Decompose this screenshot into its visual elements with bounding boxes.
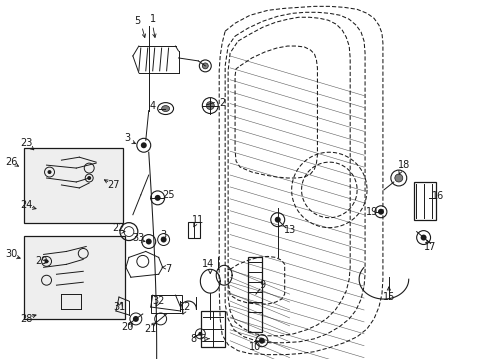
Text: 19: 19 bbox=[365, 207, 377, 217]
Text: 13: 13 bbox=[283, 225, 295, 235]
Text: 11: 11 bbox=[192, 215, 204, 225]
Circle shape bbox=[198, 332, 202, 336]
Bar bbox=[24, 148, 122, 223]
Text: 3: 3 bbox=[123, 133, 130, 143]
Text: 15: 15 bbox=[382, 292, 394, 302]
Text: 4: 4 bbox=[149, 100, 156, 111]
Text: 22: 22 bbox=[113, 222, 125, 233]
Text: 5: 5 bbox=[133, 16, 140, 26]
Circle shape bbox=[420, 235, 426, 240]
Text: 6: 6 bbox=[199, 334, 205, 344]
Circle shape bbox=[141, 142, 146, 148]
Text: 25: 25 bbox=[162, 190, 175, 200]
Text: 16: 16 bbox=[431, 191, 444, 201]
Text: 32: 32 bbox=[152, 296, 164, 306]
Text: 10: 10 bbox=[248, 342, 261, 352]
Text: 9: 9 bbox=[259, 280, 265, 290]
Circle shape bbox=[87, 176, 91, 180]
Ellipse shape bbox=[162, 105, 169, 112]
Text: 29: 29 bbox=[35, 256, 48, 266]
Text: 21: 21 bbox=[144, 324, 157, 334]
Bar bbox=[188, 222, 200, 238]
Text: 27: 27 bbox=[106, 180, 119, 190]
Text: 20: 20 bbox=[122, 322, 134, 332]
Text: 18: 18 bbox=[397, 160, 409, 170]
Text: 28: 28 bbox=[20, 314, 33, 324]
Text: 23: 23 bbox=[20, 138, 33, 148]
Bar bbox=[201, 311, 224, 347]
Circle shape bbox=[206, 102, 214, 109]
Text: 14: 14 bbox=[202, 259, 214, 269]
Text: 7: 7 bbox=[165, 264, 171, 274]
Circle shape bbox=[161, 237, 166, 243]
Text: 24: 24 bbox=[20, 200, 33, 210]
Circle shape bbox=[154, 195, 161, 201]
Text: 31: 31 bbox=[113, 302, 125, 312]
Circle shape bbox=[394, 174, 402, 182]
Text: 2: 2 bbox=[219, 98, 225, 108]
Text: 3: 3 bbox=[160, 230, 166, 239]
Circle shape bbox=[47, 170, 51, 174]
Bar bbox=[150, 295, 182, 313]
Circle shape bbox=[258, 338, 264, 344]
Bar bbox=[24, 235, 124, 319]
Text: 30: 30 bbox=[6, 249, 18, 260]
Text: 12: 12 bbox=[179, 302, 191, 312]
Text: 1: 1 bbox=[149, 14, 156, 24]
Text: 26: 26 bbox=[5, 157, 18, 167]
Circle shape bbox=[202, 63, 208, 69]
Circle shape bbox=[377, 209, 383, 215]
Circle shape bbox=[145, 239, 151, 244]
Bar bbox=[247, 257, 262, 332]
Circle shape bbox=[133, 316, 139, 322]
Text: 33: 33 bbox=[132, 233, 144, 243]
Circle shape bbox=[44, 260, 48, 264]
Text: 17: 17 bbox=[424, 243, 436, 252]
Text: 8: 8 bbox=[190, 334, 196, 344]
Circle shape bbox=[274, 217, 280, 223]
Bar bbox=[413, 182, 435, 220]
